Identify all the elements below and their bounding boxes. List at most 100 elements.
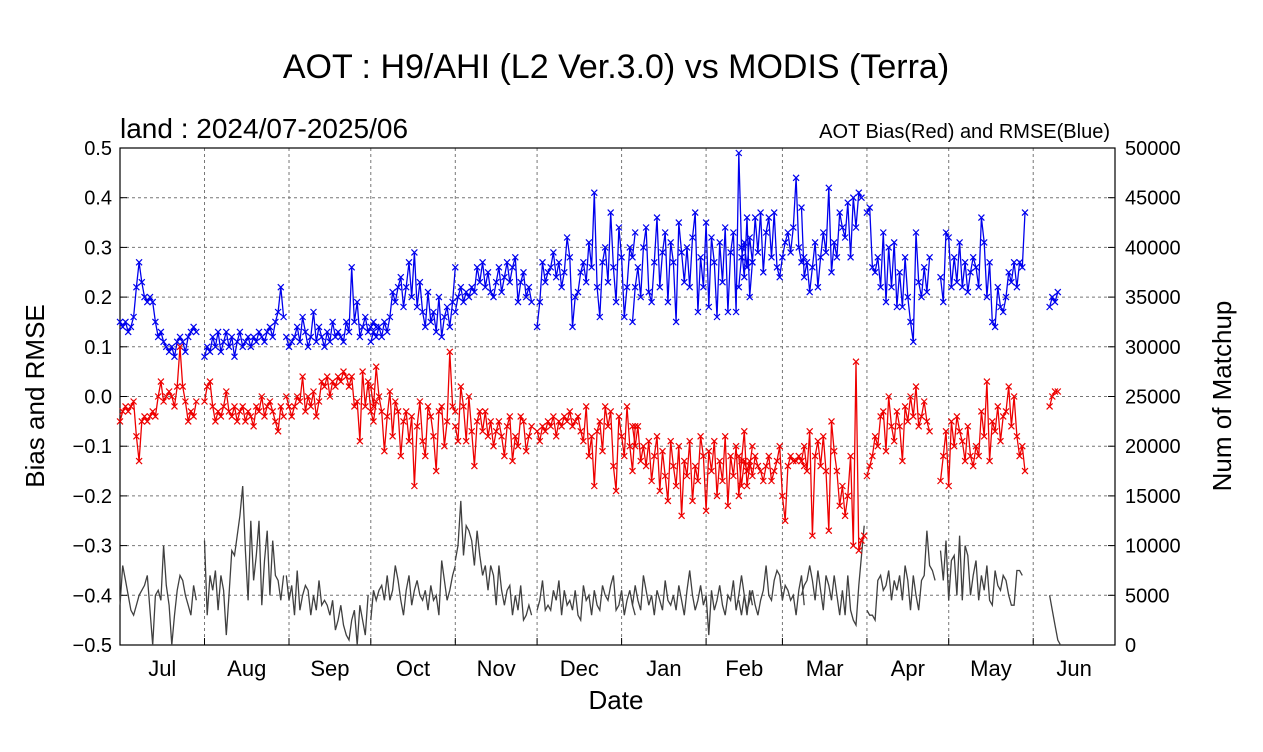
bias-point [759, 477, 767, 485]
bias-point [348, 373, 356, 381]
x-tick-label: Dec [560, 656, 599, 681]
bias-point [626, 442, 634, 450]
rmse-point [956, 238, 964, 246]
bias-point [661, 472, 669, 480]
rmse-point [751, 214, 759, 222]
bias-point [236, 407, 244, 415]
bias-point [400, 417, 407, 425]
x-tick-label: Mar [806, 656, 844, 681]
bias-point [593, 427, 601, 435]
rmse-point [541, 278, 549, 286]
rmse-point [179, 338, 187, 346]
rmse-series-line [285, 267, 377, 349]
rmse-point [792, 174, 800, 182]
rmse-series-line [370, 252, 456, 342]
bias-point [342, 373, 350, 381]
bias-point [571, 417, 579, 425]
bias-point [847, 452, 855, 460]
bias-point [424, 402, 432, 410]
rmse-point [716, 238, 724, 246]
rmse-point [138, 278, 146, 286]
rmse-point [318, 333, 326, 341]
rmse-point [773, 263, 781, 271]
bias-point [659, 447, 666, 455]
bias-point [923, 417, 931, 425]
bias-point [863, 472, 871, 480]
rmse-point [814, 283, 822, 291]
bias-point [157, 378, 165, 386]
bias-point [939, 452, 947, 460]
rmse-point [833, 253, 841, 261]
y-tick-label-left: −0.4 [73, 585, 112, 607]
rmse-point [599, 258, 606, 266]
bias-point [408, 412, 416, 420]
bias-point [312, 412, 320, 420]
rmse-point [558, 283, 566, 291]
bias-point [748, 472, 756, 480]
bias-point [577, 427, 585, 435]
rmse-point [950, 253, 958, 261]
rmse-point [757, 209, 765, 217]
rmse-point [781, 238, 789, 246]
rmse-point [645, 288, 653, 296]
bias-point [672, 482, 680, 490]
bias-point [915, 422, 923, 430]
bias-point [950, 442, 958, 450]
rmse-point [460, 298, 467, 306]
rmse-point [457, 283, 465, 291]
bias-point [528, 422, 536, 430]
bias-point [151, 412, 159, 420]
rmse-point [1013, 283, 1021, 291]
rmse-point [430, 308, 437, 316]
rmse-point [236, 328, 244, 336]
rmse-point [689, 234, 696, 241]
bias-point [623, 402, 631, 410]
bias-point [451, 407, 459, 415]
bias-point [689, 497, 696, 505]
rmse-point [634, 263, 642, 271]
rmse-point [901, 253, 909, 261]
bias-point [719, 477, 726, 485]
rmse-point [176, 333, 184, 341]
bias-point [918, 412, 925, 420]
rmse-point [735, 283, 743, 291]
rmse-point [942, 229, 950, 236]
rmse-point [315, 323, 323, 331]
bias-point [378, 407, 386, 415]
rmse-point [631, 229, 639, 236]
rmse-point [282, 333, 290, 341]
bias-point [1013, 432, 1021, 440]
rmse-point [438, 333, 446, 341]
rmse-point [937, 273, 944, 281]
bias-point [487, 417, 495, 425]
rmse-point [465, 293, 473, 301]
y-tick-label-left: −0.1 [73, 436, 112, 458]
bias-series-line [203, 379, 285, 432]
rmse-point [402, 283, 410, 291]
bias-point [599, 447, 606, 455]
bias-point [615, 412, 623, 420]
bias-point [907, 393, 914, 400]
bias-point [269, 407, 277, 415]
bias-point [386, 388, 394, 395]
rmse-point [255, 328, 263, 336]
bias-point [743, 467, 751, 475]
rmse-point [874, 253, 882, 261]
rmse-point [686, 283, 694, 291]
rmse-point [353, 298, 361, 306]
bias-point [650, 452, 658, 460]
rmse-point [522, 293, 530, 301]
bias-point [402, 407, 410, 415]
rmse-point [871, 268, 879, 276]
bias-point [168, 393, 176, 400]
y-tick-label-right: 10000 [1125, 536, 1181, 558]
y-tick-label-right: 45000 [1125, 188, 1181, 210]
matchup-series-line [203, 485, 285, 636]
bias-point [841, 512, 849, 520]
bias-point [282, 393, 290, 400]
rmse-point [498, 288, 506, 296]
y-tick-label-right: 0 [1125, 635, 1136, 657]
bias-point [825, 527, 833, 535]
rmse-point [637, 293, 645, 301]
rmse-point [729, 229, 737, 236]
